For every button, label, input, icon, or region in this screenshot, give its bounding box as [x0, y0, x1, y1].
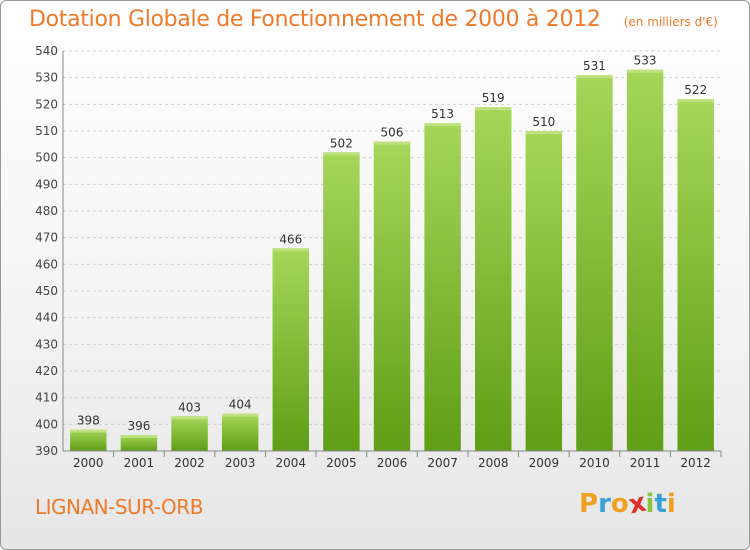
y-tick-label: 460 — [35, 257, 58, 271]
bar-2009 — [525, 131, 563, 451]
x-tick-label: 2008 — [478, 456, 509, 470]
y-tick-label: 510 — [35, 124, 58, 138]
logo-letter: t — [654, 489, 667, 519]
data-label: 466 — [279, 232, 302, 246]
commune-name: LIGNAN-SUR-ORB — [35, 495, 203, 519]
bar-2006 — [373, 141, 411, 451]
bar-2005 — [323, 152, 360, 452]
data-label: 522 — [684, 83, 707, 97]
y-tick-label: 470 — [35, 231, 58, 245]
y-tick-label: 530 — [35, 71, 58, 85]
bar-layer — [70, 69, 714, 452]
bar-highlight — [677, 99, 714, 102]
label-layer: 398 396 403 404 466 502 506 513 519 510 531 533 522 — [77, 54, 707, 433]
bar-highlight — [525, 131, 563, 134]
bar-highlight — [424, 123, 461, 126]
bar-highlight — [171, 416, 208, 420]
x-tick-label: 2007 — [427, 456, 458, 470]
x-tick-label: 2009 — [529, 456, 560, 470]
bar-2011 — [626, 69, 664, 452]
chart-unit: (en milliers d'€) — [623, 15, 718, 29]
x-tick-label: 2004 — [275, 456, 306, 470]
y-tick-label: 390 — [35, 444, 58, 458]
proxiti-logo[interactable]: Proxiti — [579, 488, 676, 521]
bar-2003 — [221, 413, 259, 451]
bar-2012 — [677, 99, 714, 451]
bar-2008 — [475, 107, 512, 451]
y-tick-label: 490 — [35, 177, 58, 191]
data-label: 519 — [482, 91, 505, 105]
data-label: 513 — [431, 107, 454, 121]
data-label: 502 — [330, 136, 353, 150]
y-tick-label: 430 — [35, 337, 58, 351]
data-label: 510 — [532, 115, 555, 129]
y-tick-label: 540 — [35, 44, 58, 58]
bar-highlight — [475, 107, 512, 110]
data-label: 404 — [229, 398, 252, 412]
y-tick-label: 420 — [35, 364, 58, 378]
logo-letter: o — [610, 489, 629, 519]
data-label: 533 — [634, 54, 657, 68]
x-tick-label: 2005 — [326, 456, 357, 470]
y-tick-label: 480 — [35, 204, 58, 218]
y-tick-label: 450 — [35, 284, 58, 298]
bar-highlight — [120, 435, 158, 438]
bar-2007 — [424, 123, 461, 451]
bar-highlight — [373, 141, 411, 145]
y-tick-label: 400 — [35, 417, 58, 431]
logo-letter: P — [579, 489, 599, 519]
y-tick-label: 520 — [35, 97, 58, 111]
x-tick-label: 2001 — [124, 456, 155, 470]
chart-title: Dotation Globale de Fonctionnement de 20… — [29, 7, 601, 32]
bar-highlight — [626, 69, 664, 73]
x-tick-label: 2000 — [73, 456, 104, 470]
bar-2010 — [576, 75, 613, 451]
bar-highlight — [323, 152, 360, 156]
x-tick-label: 2012 — [680, 456, 711, 470]
y-tick-label: 500 — [35, 151, 58, 165]
x-tick-label: 2003 — [225, 456, 256, 470]
logo-letter: r — [598, 489, 611, 519]
x-tick-label: 2010 — [579, 456, 610, 470]
y-tick-label: 440 — [35, 311, 58, 325]
bar-2004 — [272, 248, 309, 451]
data-label: 506 — [381, 126, 404, 140]
bar-highlight — [272, 248, 309, 252]
bar-highlight — [221, 413, 259, 417]
bar-2002 — [171, 416, 208, 451]
title-row: Dotation Globale de Fonctionnement de 20… — [29, 7, 718, 32]
data-label: 396 — [127, 419, 150, 433]
data-label: 403 — [178, 400, 201, 414]
logo-letter: i — [666, 489, 676, 519]
data-label: 398 — [77, 414, 100, 428]
data-label: 531 — [583, 59, 606, 73]
x-tick-label: 2011 — [630, 456, 661, 470]
y-tick-label: 410 — [35, 391, 58, 405]
x-tick-label: 2002 — [174, 456, 205, 470]
bar-highlight — [576, 75, 613, 78]
logo-letter: i — [645, 489, 655, 519]
x-tick-label: 2006 — [377, 456, 408, 470]
bar-2000 — [70, 429, 107, 451]
bar-2001 — [120, 435, 158, 451]
axis-layer: 390 400 410 420 430 440 450 460 470 480 490 500 510 5… — [35, 44, 722, 470]
bar-highlight — [70, 429, 107, 433]
